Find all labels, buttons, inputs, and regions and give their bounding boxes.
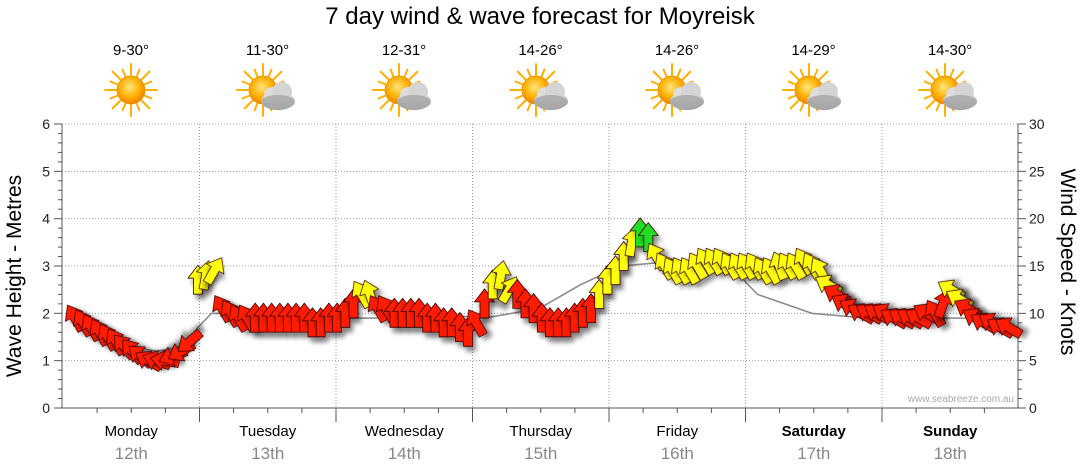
left-tick-label: 0 [42, 400, 50, 416]
right-tick-label: 5 [1029, 353, 1037, 369]
right-tick-label: 25 [1029, 163, 1045, 179]
day-forecast-header: 11-30° [200, 42, 336, 119]
day-name-label: Sunday [923, 423, 978, 440]
day-date-label: 14th [388, 444, 421, 463]
day-name-label: Tuesday [239, 423, 296, 440]
partly-cloudy-icon [235, 63, 295, 117]
day-forecast-header: 14-30° [882, 42, 1018, 119]
day-name-label: Friday [656, 423, 698, 440]
day-forecast-header: 12-31° [336, 42, 472, 119]
axis-labels: 0 1 2 3 4 5 6 0 5 10 15 20 25 30 Wave Height - Metres W… [3, 116, 1079, 463]
sun-icon [104, 63, 158, 117]
wind-arrow [490, 260, 512, 291]
day-date-label: 16th [661, 444, 694, 463]
right-tick-label: 20 [1029, 211, 1045, 227]
right-tick-label: 10 [1029, 305, 1045, 321]
partly-cloudy-icon [781, 63, 841, 117]
left-tick-label: 3 [42, 258, 50, 274]
left-tick-label: 6 [42, 116, 50, 132]
wind-arrow [995, 317, 1024, 339]
temperature-range: 14-29° [791, 42, 836, 59]
day-name-label: Monday [105, 423, 159, 440]
day-date-label: 12th [115, 444, 148, 463]
temperature-range: 14-26° [518, 42, 563, 59]
day-forecast-header: 9-30° [63, 42, 199, 119]
partly-cloudy-icon [645, 63, 704, 117]
day-date-label: 13th [251, 444, 284, 463]
day-date-label: 15th [524, 444, 557, 463]
day-name-label: Saturday [782, 423, 847, 440]
wind-arrow [202, 257, 225, 286]
day-name-label: Wednesday [365, 423, 444, 440]
day-date-label: 17th [797, 444, 830, 463]
axes [54, 123, 1026, 422]
chart-title: 7 day wind & wave forecast for Moyreisk [325, 3, 755, 30]
temperature-range: 9-30° [112, 42, 150, 59]
day-forecast-header: 14-26° [609, 42, 745, 119]
partly-cloudy-icon [372, 63, 431, 117]
partly-cloudy-icon [508, 63, 568, 117]
left-axis-title: Wave Height - Metres [3, 175, 26, 377]
temperature-range: 12-31° [381, 42, 427, 59]
left-tick-label: 5 [42, 163, 50, 179]
temperature-range: 14-26° [654, 42, 700, 59]
temperature-range: 11-30° [245, 42, 290, 59]
wind-arrow [177, 328, 204, 352]
left-tick-label: 4 [42, 211, 50, 227]
wind-arrows [64, 217, 1024, 372]
day-name-label: Thursday [509, 423, 572, 440]
day-forecast-header: 14-26° [473, 42, 609, 119]
left-tick-label: 2 [42, 305, 50, 321]
credit-text: www.seabreeze.com.au [907, 394, 1014, 405]
right-axis-title: Wind Speed - Knots [1056, 169, 1079, 356]
partly-cloudy-icon [918, 63, 977, 117]
right-tick-label: 0 [1029, 400, 1037, 416]
right-tick-label: 30 [1029, 116, 1045, 132]
left-tick-label: 1 [42, 353, 50, 369]
day-date-label: 18th [934, 444, 967, 463]
temperature-range: 14-30° [927, 42, 973, 59]
right-tick-label: 15 [1029, 258, 1045, 274]
day-forecast-header: 14-29° [746, 42, 882, 119]
